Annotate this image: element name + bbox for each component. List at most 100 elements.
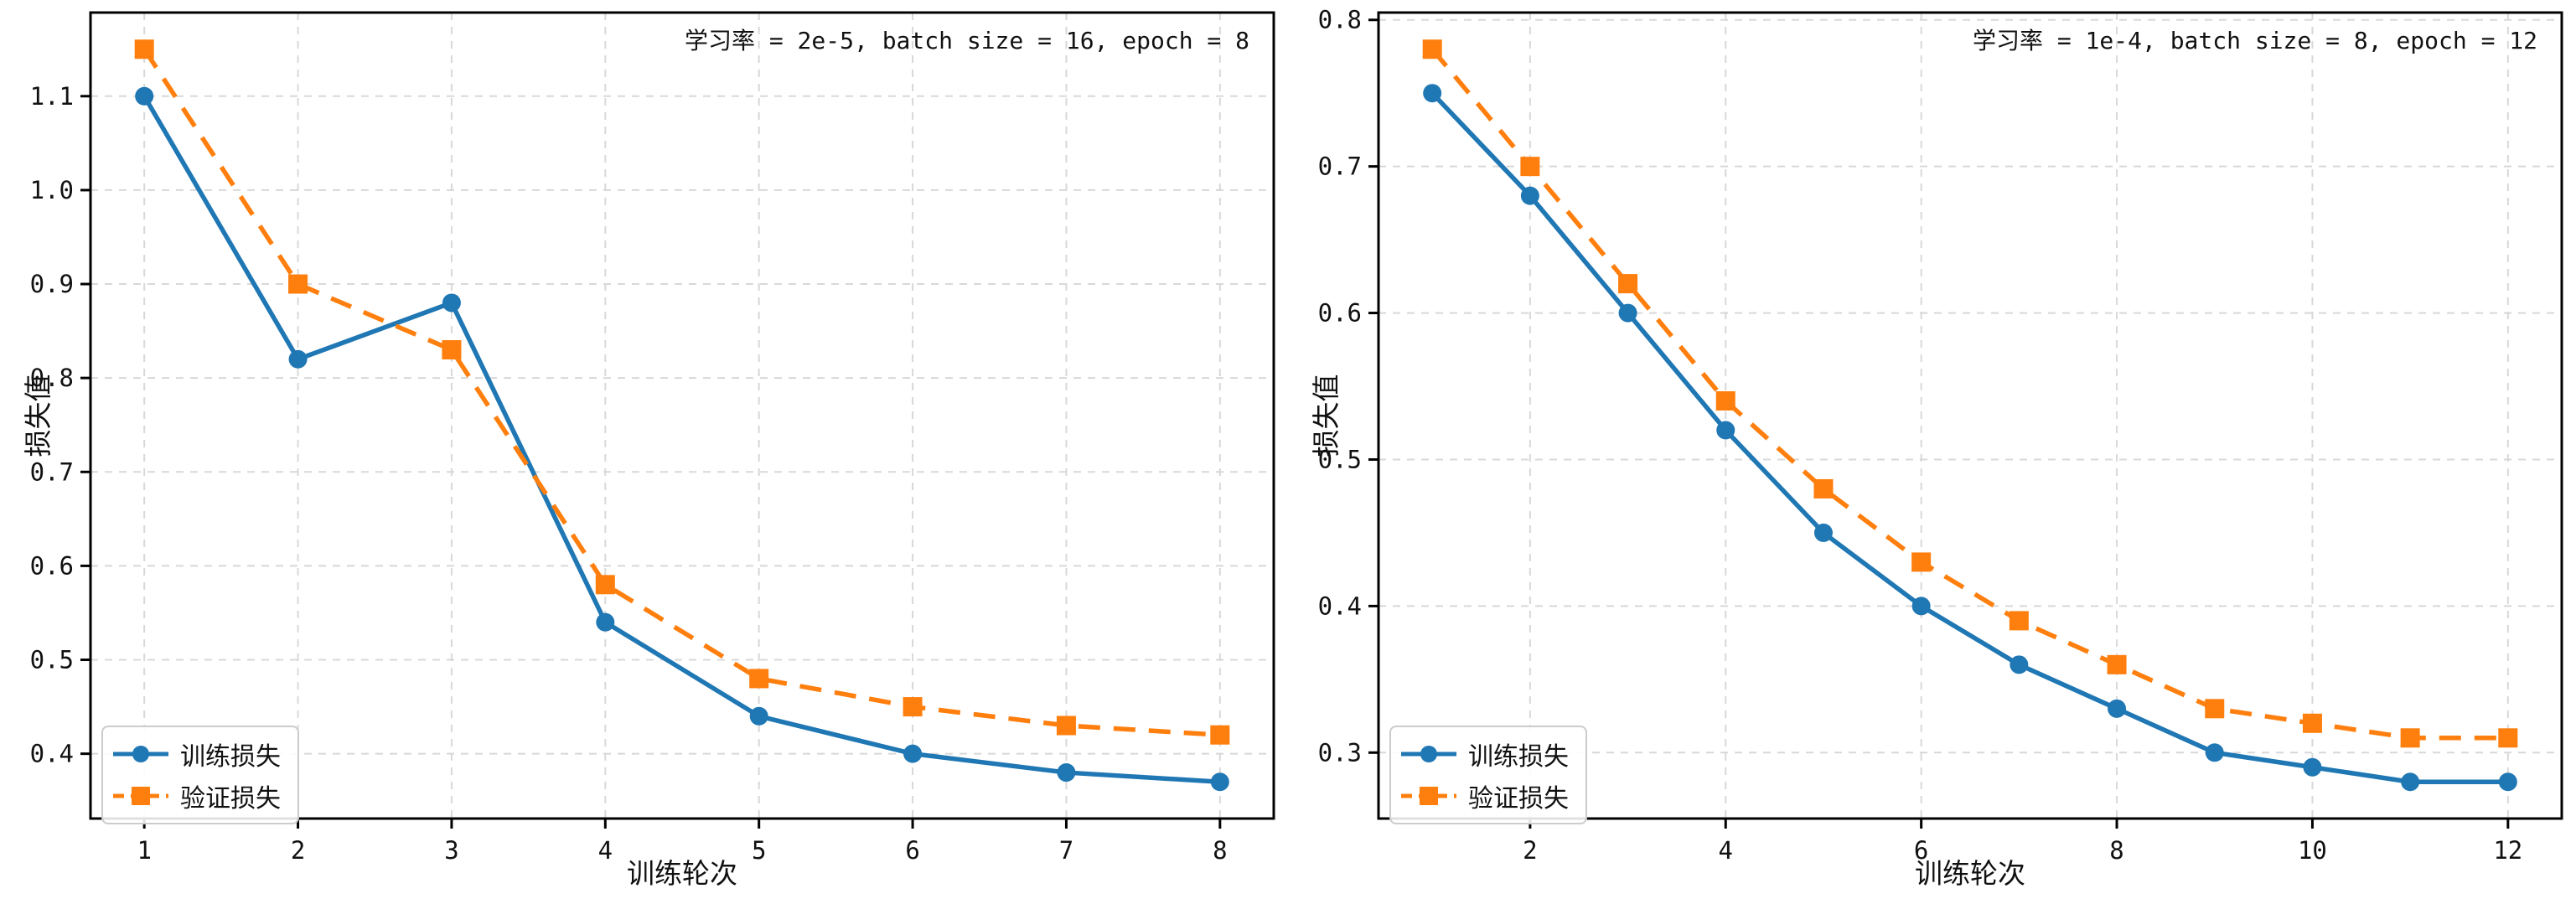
hyperparams-annotation: 学习率 = 2e-5, batch size = 16, epoch = 8 xyxy=(684,27,1249,54)
x-tick-label: 2 xyxy=(291,836,305,865)
y-tick-label: 0.3 xyxy=(1318,738,1362,767)
legend-sample-canvas xyxy=(1401,746,1456,762)
legend-sample-canvas xyxy=(113,746,168,762)
train-loss-line-icon xyxy=(1401,743,1456,765)
data-point-square xyxy=(1618,274,1638,294)
x-tick-label: 4 xyxy=(1719,836,1733,865)
data-point-square xyxy=(2009,611,2029,631)
legend-item-val-loss: 验证损失 xyxy=(113,777,281,814)
data-point-square xyxy=(1520,157,1540,177)
y-tick-label: 0.7 xyxy=(1318,152,1362,181)
y-tick-label: 1.0 xyxy=(30,176,74,204)
loss-chart-right: 2 4 6 8 10 12 0.3 0.4 0.5 0.6 0.7 0.8 学习率 = 1e-4, b… xyxy=(1288,0,2576,904)
y-tick-label: 0.9 xyxy=(30,270,74,298)
data-point-square xyxy=(749,669,769,689)
legend-label: 训练损失 xyxy=(180,742,281,772)
val-loss-line xyxy=(142,48,1220,737)
data-point-square xyxy=(2302,713,2322,733)
data-point-circle xyxy=(1423,84,1442,103)
x-tick-label: 12 xyxy=(2493,836,2522,865)
data-point-circle xyxy=(135,86,154,106)
y-tick-label: 0.4 xyxy=(30,740,74,768)
data-point-circle xyxy=(2205,743,2224,762)
data-point-circle xyxy=(2010,655,2029,674)
y-tick-label: 0.8 xyxy=(1318,6,1362,34)
hyperparams-annotation: 学习率 = 1e-4, batch size = 8, epoch = 12 xyxy=(1972,27,2537,54)
data-point-circle xyxy=(2401,772,2420,792)
val-loss-line-icon xyxy=(1401,785,1456,807)
legend-label: 验证损失 xyxy=(180,784,281,814)
x-axis-label: 训练轮次 xyxy=(627,857,737,890)
data-point-circle xyxy=(1210,772,1229,792)
data-point-circle xyxy=(288,349,308,369)
data-point-square xyxy=(903,697,923,717)
x-tick-label: 10 xyxy=(2298,836,2327,865)
x-tick-label: 3 xyxy=(444,836,458,865)
legend: 训练损失 验证损失 xyxy=(1389,726,1587,824)
data-point-square xyxy=(1911,552,1932,572)
left-plot-canvas: 1 2 3 4 5 6 7 8 0.4 0.5 0.6 0.7 0.8 0.9 1.0 1.1 xyxy=(30,11,1275,865)
axes-frame xyxy=(89,11,1275,820)
x-tick-label: 2 xyxy=(1523,836,1537,865)
x-tick-label: 1 xyxy=(137,836,151,865)
x-tick-label: 6 xyxy=(1914,836,1928,865)
train-loss-line xyxy=(142,95,1220,785)
y-tick-label: 0.8 xyxy=(30,364,74,392)
data-point-circle xyxy=(1911,597,1931,616)
legend-sample-marker xyxy=(132,746,149,762)
data-point-circle xyxy=(1520,186,1539,205)
val-loss-line-icon xyxy=(113,785,168,807)
x-tick-label: 7 xyxy=(1059,836,1073,865)
data-point-circle xyxy=(1813,523,1833,542)
data-point-circle xyxy=(903,744,923,763)
data-point-circle xyxy=(596,612,615,632)
data-point-square xyxy=(2400,728,2420,748)
y-tick-label: 0.5 xyxy=(30,646,74,674)
train-loss-line-icon xyxy=(113,743,168,765)
data-point-square xyxy=(1715,391,1735,411)
y-tick-label: 0.7 xyxy=(30,457,74,486)
x-tick-label: 8 xyxy=(1213,836,1227,865)
y-tick-label: 0.4 xyxy=(1318,591,1362,620)
data-point-circle xyxy=(1716,421,1735,440)
legend: 训练损失 验证损失 xyxy=(101,726,299,824)
data-point-square xyxy=(2205,699,2225,719)
x-tick-label: 5 xyxy=(752,836,766,865)
x-tick-label: 6 xyxy=(905,836,919,865)
y-tick-label: 1.1 xyxy=(30,82,74,111)
data-point-circle xyxy=(2498,772,2517,792)
legend-label: 训练损失 xyxy=(1468,742,1569,772)
data-point-square xyxy=(134,39,154,59)
legend-sample-marker xyxy=(132,787,150,805)
y-tick-label: 0.6 xyxy=(30,551,74,580)
train-loss-line xyxy=(1430,91,2508,785)
legend-item-val-loss: 验证损失 xyxy=(1401,777,1569,814)
legend-item-train-loss: 训练损失 xyxy=(1401,736,1569,772)
y-axis-label: 损失值 xyxy=(22,374,54,457)
data-point-square xyxy=(595,575,615,595)
data-point-circle xyxy=(2303,757,2322,777)
right-plot-canvas: 2 4 6 8 10 12 0.3 0.4 0.5 0.6 0.7 0.8 xyxy=(1318,6,2563,865)
legend-sample-marker xyxy=(1420,746,1437,762)
y-tick-label: 0.5 xyxy=(1318,445,1362,473)
data-point-circle xyxy=(749,706,768,726)
data-point-square xyxy=(1422,39,1442,59)
data-point-square xyxy=(1813,478,1834,498)
data-point-square xyxy=(442,340,462,360)
data-point-square xyxy=(288,274,308,294)
loss-chart-left: 1 2 3 4 5 6 7 8 0.4 0.5 0.6 0.7 0.8 0.9 1.0 1.1 学习率 = 2… xyxy=(22,11,1275,890)
y-tick-label: 0.6 xyxy=(1318,299,1362,328)
x-axis-label: 训练轮次 xyxy=(1915,857,2025,890)
data-point-circle xyxy=(442,293,461,313)
axes-frame xyxy=(1377,11,2563,820)
data-point-circle xyxy=(2108,699,2127,718)
legend-sample-canvas xyxy=(113,787,168,805)
data-point-square xyxy=(1056,715,1076,736)
data-point-square xyxy=(1210,725,1230,745)
legend-sample-canvas xyxy=(1401,787,1456,805)
legend-label: 验证损失 xyxy=(1468,784,1569,814)
legend-sample-marker xyxy=(1420,787,1438,805)
data-point-square xyxy=(2498,728,2518,748)
data-point-circle xyxy=(1057,763,1076,783)
